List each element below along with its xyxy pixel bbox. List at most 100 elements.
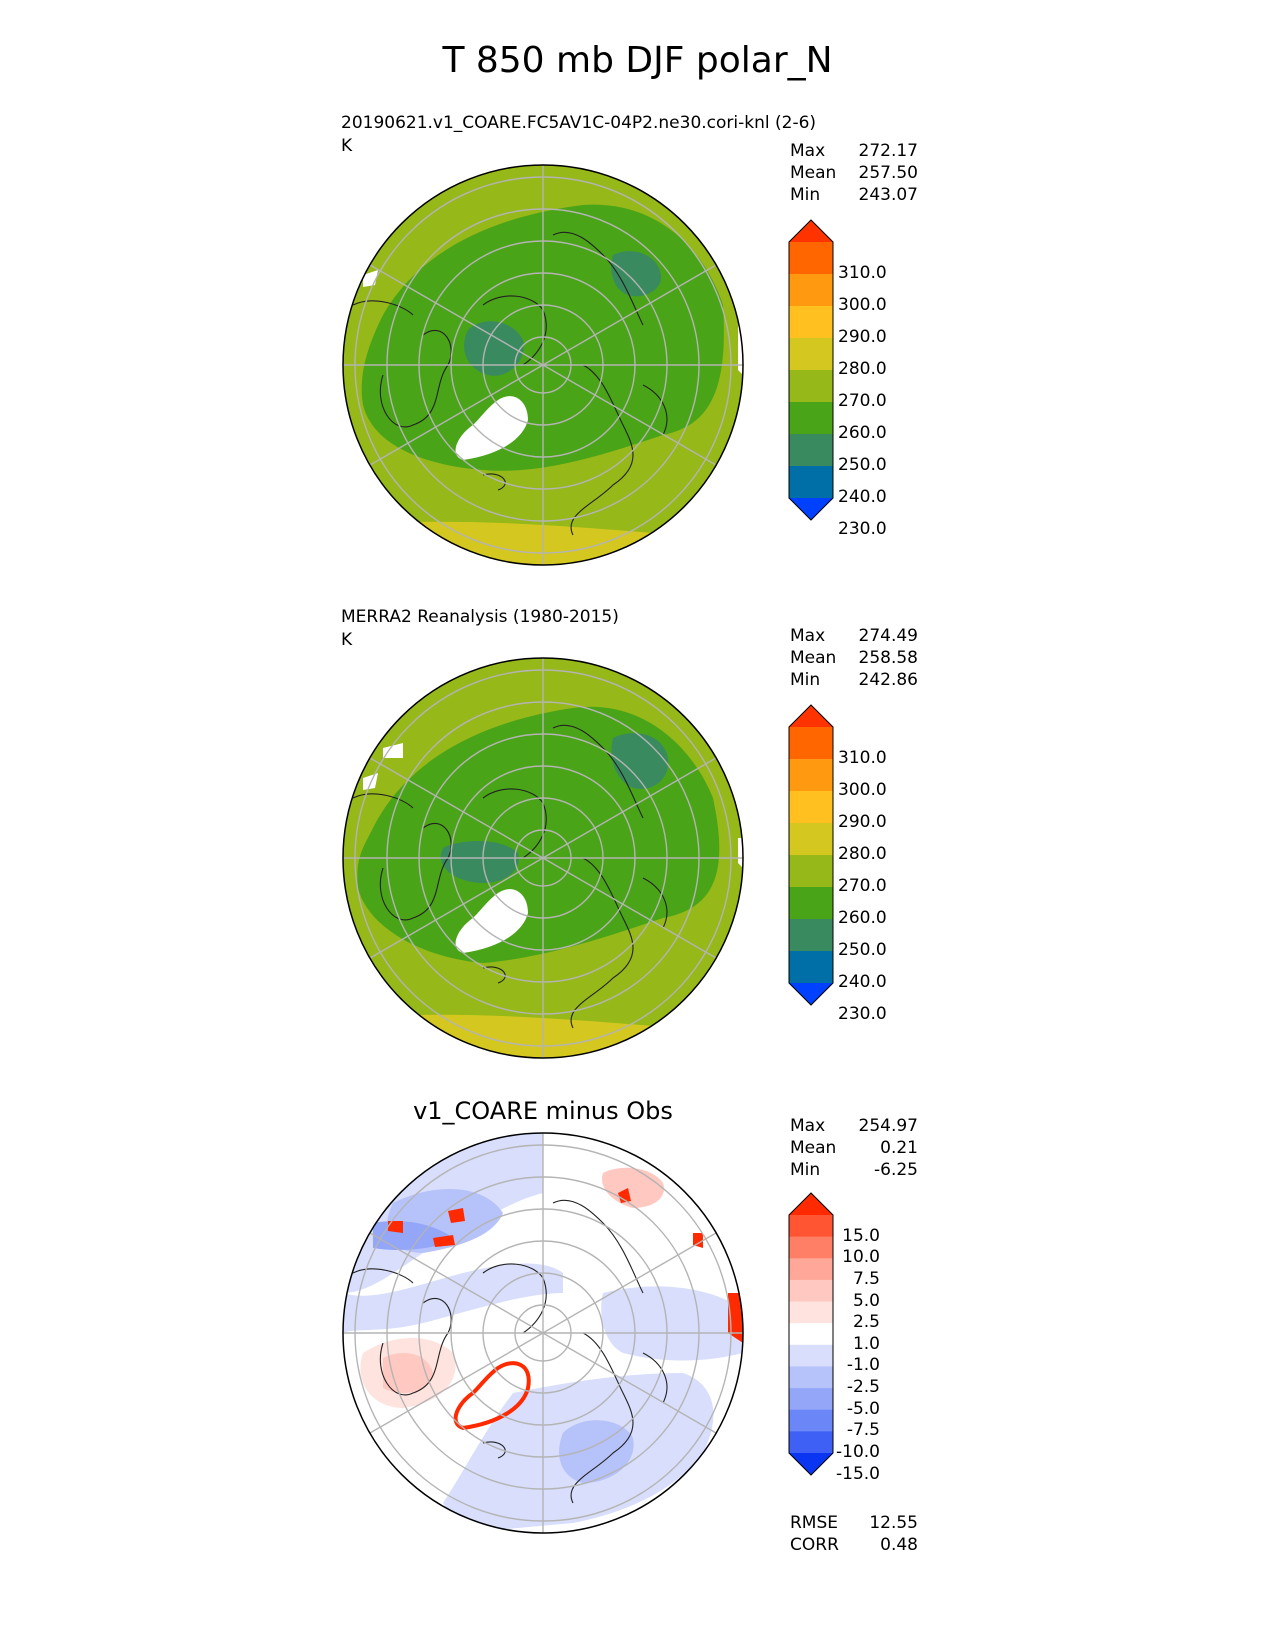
rmse-label: RMSE bbox=[790, 1513, 839, 1533]
max-label: Max bbox=[790, 1116, 826, 1136]
colorbar-tick-label: 280.0 bbox=[838, 844, 887, 864]
colorbar-segment bbox=[789, 823, 833, 856]
colorbar-segment bbox=[789, 1366, 833, 1389]
panel-1-units: K bbox=[341, 136, 353, 156]
colorbar-segment bbox=[789, 274, 833, 307]
greenland-outline-diff bbox=[453, 1361, 531, 1431]
graticule bbox=[343, 1133, 743, 1533]
colorbar-segment bbox=[789, 434, 833, 467]
colorbar-tick-label: 310.0 bbox=[838, 263, 887, 283]
colorbar-segment bbox=[789, 306, 833, 339]
coastlines bbox=[352, 231, 668, 536]
map-boundary bbox=[342, 1132, 744, 1534]
colorbar-extend-max bbox=[789, 1193, 833, 1215]
colorbar-tick-label: 10.0 bbox=[842, 1247, 880, 1268]
min-label: Min bbox=[790, 670, 821, 690]
colorbar-segment bbox=[789, 759, 833, 792]
min-value: 243.07 bbox=[858, 185, 918, 205]
max-label: Max bbox=[790, 141, 826, 161]
mean-value: 0.21 bbox=[880, 1138, 918, 1158]
field-250-patch bbox=[611, 733, 669, 789]
colorbar-segment bbox=[789, 466, 833, 499]
colorbar-extend-min bbox=[789, 1453, 833, 1475]
colorbar-tick-label: -7.5 bbox=[846, 1420, 880, 1441]
colorbar-tick-label: 2.5 bbox=[852, 1312, 880, 1333]
colorbar-tick-label: 240.0 bbox=[838, 972, 887, 992]
field-250-patch bbox=[440, 841, 519, 883]
panel-3-colorbar bbox=[788, 1192, 834, 1476]
colorbar-tick-label: 290.0 bbox=[838, 812, 887, 832]
colorbar-segment bbox=[789, 402, 833, 435]
mean-value: 258.58 bbox=[858, 648, 918, 668]
colorbar-tick-label: -2.5 bbox=[846, 1377, 880, 1398]
colorbar-tick-label: 250.0 bbox=[838, 940, 887, 960]
panel-3-metrics: RMSE 12.55 CORR 0.48 bbox=[790, 1512, 918, 1556]
panel-1-title: 20190621.v1_COARE.FC5AV1C-04P2.ne30.cori… bbox=[341, 113, 817, 133]
colorbar-tick-label: 270.0 bbox=[838, 391, 887, 411]
graticule bbox=[343, 165, 743, 565]
colorbar-segment bbox=[789, 1344, 833, 1367]
colorbar-segment bbox=[789, 1236, 833, 1259]
colorbar-tick-label: 280.0 bbox=[838, 359, 887, 379]
colorbar-segment bbox=[789, 791, 833, 824]
colorbar-segment bbox=[789, 1279, 833, 1303]
colorbar-segment bbox=[789, 1431, 833, 1454]
field-250-patch bbox=[464, 321, 524, 376]
panel-3-stats: Max 254.97 Mean 0.21 Min -6.25 bbox=[790, 1115, 918, 1181]
colorbar-segment bbox=[789, 887, 833, 920]
min-label: Min bbox=[790, 185, 821, 205]
map-boundary bbox=[342, 164, 744, 566]
colorbar-tick-label: 300.0 bbox=[838, 780, 887, 800]
colorbar-tick-label: 260.0 bbox=[838, 908, 887, 928]
panel-2-stats: Max 274.49 Mean 258.58 Min 242.86 bbox=[790, 625, 918, 691]
mean-label: Mean bbox=[790, 163, 837, 183]
panel-2-polar-map bbox=[342, 657, 744, 1059]
colorbar-tick-label: -10.0 bbox=[836, 1442, 880, 1462]
panel-3-title: v1_COARE minus Obs bbox=[413, 1097, 673, 1125]
panel-2-colorbar bbox=[788, 704, 834, 1006]
colorbar-tick-label: 7.5 bbox=[852, 1268, 880, 1289]
colorbar-tick-label: -1.0 bbox=[846, 1355, 880, 1376]
colorbar-segment bbox=[789, 919, 833, 952]
max-value: 272.17 bbox=[858, 141, 918, 161]
colorbar-tick-label: 260.0 bbox=[838, 423, 887, 443]
corr-value: 0.48 bbox=[880, 1535, 918, 1555]
colorbar-tick-label: 5.0 bbox=[852, 1290, 880, 1311]
colorbar-tick-label: 15.0 bbox=[842, 1225, 880, 1246]
colorbar-segment bbox=[789, 1409, 833, 1432]
colorbar-outline bbox=[788, 219, 834, 521]
colorbar-segment bbox=[789, 242, 833, 275]
corr-label: CORR bbox=[790, 1535, 839, 1555]
missing-data-greenland bbox=[455, 396, 528, 460]
colorbar-extend-min bbox=[789, 498, 833, 520]
figure-title: T 850 mb DJF polar_N bbox=[442, 40, 833, 81]
max-value: 254.97 bbox=[858, 1116, 918, 1136]
colorbar-segment bbox=[789, 1215, 833, 1238]
colorbar-tick-label: 300.0 bbox=[838, 295, 887, 315]
max-label: Max bbox=[790, 626, 826, 646]
colorbar-segment bbox=[789, 338, 833, 371]
colorbar-tick-label: 1.0 bbox=[852, 1333, 880, 1354]
rmse-value: 12.55 bbox=[869, 1513, 918, 1533]
colorbar-tick-label: 290.0 bbox=[838, 327, 887, 347]
colorbar-tick-label: 230.0 bbox=[838, 1004, 887, 1024]
mean-label: Mean bbox=[790, 648, 837, 668]
colorbar-segment bbox=[789, 855, 833, 888]
colorbar-tick-label: 230.0 bbox=[838, 519, 887, 539]
colorbar-tick-label: -15.0 bbox=[836, 1463, 880, 1484]
colorbar-segment bbox=[789, 727, 833, 760]
colorbar-extend-max bbox=[789, 220, 833, 242]
missing-data-greenland bbox=[455, 889, 528, 953]
colorbar-tick-label: -5.0 bbox=[846, 1398, 880, 1419]
colorbar-segment bbox=[789, 951, 833, 984]
colorbar-segment bbox=[789, 370, 833, 403]
max-value: 274.49 bbox=[858, 626, 918, 646]
panel-1-stats: Max 272.17 Mean 257.50 Min 243.07 bbox=[790, 140, 918, 206]
panel-3-difference-map bbox=[342, 1132, 744, 1534]
map-boundary bbox=[342, 657, 744, 1059]
min-value: 242.86 bbox=[858, 670, 918, 690]
min-label: Min bbox=[790, 1160, 821, 1180]
colorbar-outline bbox=[788, 704, 834, 1006]
panel-1-polar-map bbox=[342, 164, 744, 566]
panel-2-units: K bbox=[341, 630, 353, 650]
